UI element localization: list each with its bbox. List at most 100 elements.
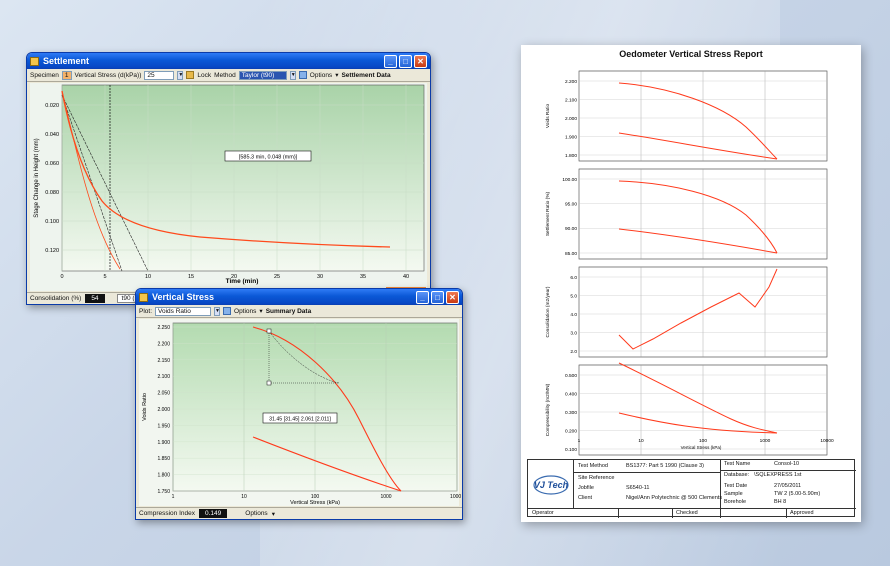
- report-y-tick-label: 2.000: [565, 116, 577, 122]
- y-tick-label: 1.900: [157, 440, 170, 446]
- report-x-axis-title: Vertical Stress (kPa): [681, 445, 722, 450]
- method-label: Method: [214, 71, 236, 79]
- consolidation-label: Consolidation (%): [30, 295, 82, 302]
- close-icon[interactable]: ✕: [414, 54, 427, 68]
- close-icon[interactable]: ✕: [446, 290, 459, 304]
- vertical-stress-titlebar[interactable]: Vertical Stress _ □ ✕: [136, 289, 462, 305]
- x-tick-label: 20: [231, 274, 237, 280]
- report-y-tick-label: 0.200: [565, 428, 577, 434]
- report-y-axis-title: Voids Ratio: [545, 104, 551, 129]
- app-icon: [30, 56, 39, 66]
- x-tick-label: 30: [317, 274, 323, 280]
- settlement-titlebar[interactable]: Settlement _ □ ✕: [27, 53, 430, 69]
- report-y-tick-label: 3.0: [570, 330, 577, 336]
- chevron-down-icon[interactable]: ▾: [335, 72, 339, 79]
- vjtech-logo: VJ Tech: [528, 460, 574, 508]
- x-tick-label: 40: [403, 274, 409, 280]
- report-y-axis-title: Consolidation (m2/year): [545, 286, 551, 337]
- specimen-selector[interactable]: 1: [61, 70, 72, 80]
- plot-select[interactable]: Voids Ratio: [155, 306, 212, 316]
- y-tick-label: 2.150: [157, 358, 170, 364]
- lock-icon: [186, 71, 195, 79]
- settlement-chart: 0.020 0.040 0.060 0.080 0.100 0.120 0 5 10 15 20 2…: [34, 84, 426, 291]
- x-tick-label: 10: [241, 494, 247, 500]
- y-tick-label: 0.080: [45, 190, 59, 196]
- y-tick-label: 2.100: [157, 374, 170, 380]
- x-tick-label: 1000: [380, 494, 391, 500]
- report-y-tick-label: 100.00: [562, 177, 577, 183]
- test-method-value: BS1377: Part 5 1990 (Clause 3): [626, 463, 704, 469]
- minimize-icon[interactable]: _: [384, 54, 397, 68]
- test-name-value: Consol-10: [774, 461, 800, 467]
- checked-label: Checked: [676, 510, 698, 516]
- y-tick-label: 2.050: [157, 391, 170, 397]
- client-value: Nigel/Ann Polytechnic @ 500 Clements: [626, 495, 723, 501]
- chevron-down-icon[interactable]: ▼: [214, 306, 221, 316]
- report-y-tick-label: 4.0: [570, 312, 577, 318]
- x-tick-label: 100: [311, 494, 320, 500]
- x-tick-label: 10000: [450, 494, 461, 500]
- chevron-down-icon[interactable]: ▾: [259, 308, 263, 315]
- options-button[interactable]: Options: [309, 71, 333, 79]
- test-method-label: Test Method: [578, 463, 608, 469]
- options-icon: [223, 307, 232, 315]
- y-tick-label: 1.950: [157, 423, 170, 429]
- report-x-tick-label: 100: [699, 438, 707, 444]
- sample-value: TW 2 (5.00-5.90m): [774, 491, 821, 497]
- report-y-tick-label: 2.200: [565, 79, 577, 85]
- y-tick-label: 0.020: [45, 103, 59, 109]
- chevron-down-icon[interactable]: ▾: [271, 510, 275, 518]
- stress-label: Vertical Stress (d(kPa)): [74, 71, 142, 79]
- method-select[interactable]: Taylor (t90): [238, 70, 287, 80]
- options-button[interactable]: Options: [245, 510, 268, 517]
- y-tick-label: 1.750: [157, 489, 170, 495]
- report-title: Oedometer Vertical Stress Report: [619, 49, 763, 59]
- compression-index-value: 0.149: [199, 509, 228, 518]
- x-tick-label: 0: [60, 274, 63, 280]
- client-label: Client: [578, 495, 593, 501]
- report-y-axis-title: Settlement Ratio (%): [545, 191, 551, 236]
- x-tick-label: 15: [188, 274, 194, 280]
- vs-statusbar: Compression Index 0.149 Options ▾: [136, 507, 462, 519]
- summary-data-tab[interactable]: Summary Data: [265, 307, 312, 315]
- options-icon: [298, 71, 307, 79]
- database-value: \SQLEXPRESS 1st: [754, 472, 802, 478]
- y-tick-label: 0.100: [45, 219, 59, 225]
- stress-select[interactable]: 25: [144, 70, 175, 80]
- report-y-tick-label: 95.00: [565, 201, 577, 207]
- maximize-icon[interactable]: □: [399, 54, 412, 68]
- report-y-tick-label: 1.900: [565, 134, 577, 140]
- database-label: Database:: [724, 472, 750, 478]
- y-tick-label: 1.800: [157, 473, 170, 479]
- x-tick-label: 5: [103, 274, 106, 280]
- report-x-tick-label: 10000: [820, 438, 834, 444]
- vs-chart: 2.250 2.200 2.150 2.100 2.050 2.000 1.950 1.900…: [142, 322, 462, 506]
- report-x-tick-label: 1: [578, 438, 581, 444]
- report-y-axis-title: Compressibility (m2/MN): [545, 383, 551, 436]
- compression-index-label: Compression Index: [139, 510, 195, 517]
- test-date-value: 27/05/2011: [774, 483, 802, 489]
- chevron-down-icon[interactable]: ▼: [289, 70, 296, 80]
- window-title: Vertical Stress: [152, 292, 215, 302]
- options-button[interactable]: Options: [234, 307, 257, 315]
- y-axis-title: Stage Change in Height (mm): [34, 138, 40, 217]
- oedometer-report: Oedometer Vertical Stress Report 2.200 2.…: [521, 45, 861, 522]
- cursor-readout: [585.3 min, 0.048 (mm)]: [239, 155, 298, 161]
- y-tick-label: 2.200: [157, 341, 170, 347]
- maximize-icon[interactable]: □: [431, 290, 444, 304]
- vertical-stress-window[interactable]: Vertical Stress _ □ ✕ Plot: Voids Ratio …: [135, 288, 463, 520]
- settlement-data-tab[interactable]: Settlement Data: [341, 71, 391, 79]
- y-axis-title: Voids Ratio: [142, 393, 148, 421]
- lock-button[interactable]: Lock: [197, 71, 212, 79]
- plot-label: Plot:: [139, 307, 153, 315]
- vertical-stress-toolbar: Plot: Voids Ratio ▼ Options ▾ Summary Da…: [136, 305, 462, 318]
- x-axis-title: Time (min): [226, 278, 259, 285]
- test-name-label: Test Name: [724, 461, 751, 467]
- chevron-down-icon[interactable]: ▼: [177, 70, 184, 80]
- settlement-window[interactable]: Settlement _ □ ✕ Specimen 1 Vertical Str…: [26, 52, 431, 305]
- report-y-tick-label: 90.00: [565, 226, 577, 232]
- x-tick-label: 1: [172, 494, 175, 500]
- borehole-value: BH 8: [774, 499, 787, 505]
- minimize-icon[interactable]: _: [416, 290, 429, 304]
